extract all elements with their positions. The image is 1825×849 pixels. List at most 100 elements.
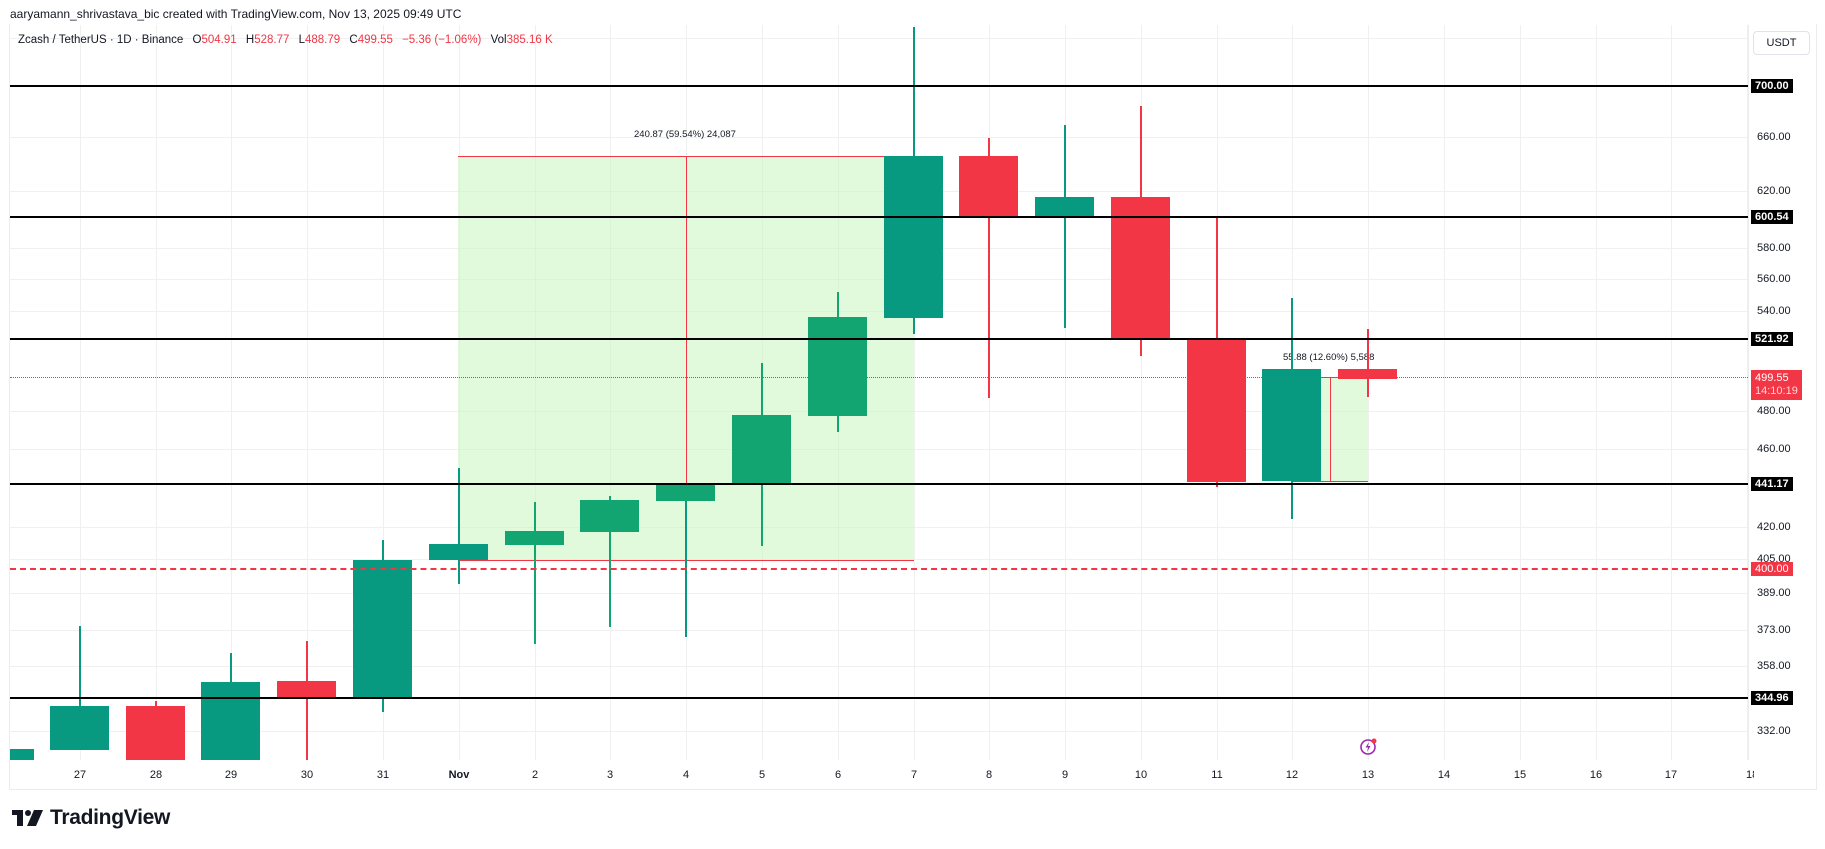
lightning-icon[interactable] [1359, 736, 1379, 756]
chart-plot-area[interactable]: 240.87 (59.54%) 24,087 55.88 (12.60%) 5,… [10, 25, 1748, 760]
grid-line [914, 25, 915, 760]
time-tick: 27 [73, 769, 87, 781]
symbol-title[interactable]: Zcash / TetherUS · 1D · Binance [18, 34, 184, 46]
candle-wick [306, 641, 308, 760]
candle-nov7 [884, 156, 943, 318]
last-price-line [10, 377, 1748, 378]
time-tick: 31 [376, 769, 390, 781]
grid-line [156, 25, 157, 760]
candle-oct26 [10, 749, 34, 760]
time-tick: 11 [1211, 769, 1223, 781]
time-tick: 2 [531, 769, 539, 781]
time-tick: 16 [1589, 769, 1603, 781]
price-tick: 389.00 [1757, 587, 1791, 599]
time-tick: 6 [834, 769, 842, 781]
tradingview-logo[interactable]: TradingView [12, 806, 170, 830]
candle-nov5 [732, 415, 791, 484]
grid-line [989, 25, 990, 760]
time-tick: 29 [224, 769, 238, 781]
countdown-timer: 14:10:19 [1755, 385, 1798, 397]
candle-nov13 [1338, 369, 1397, 379]
candle-nov9 [1035, 197, 1094, 217]
last-price-tag: 499.55 14:10:19 [1751, 370, 1802, 400]
symbol-legend[interactable]: Zcash / TetherUS · 1D · Binance O504.91 … [18, 34, 553, 46]
level-tag-441: 441.17 [1751, 477, 1793, 491]
tradingview-logo-icon [12, 810, 43, 826]
candle-nov1 [429, 544, 488, 560]
grid-line [10, 666, 1748, 667]
grid-line [10, 630, 1748, 631]
candle-oct31 [353, 560, 412, 697]
measure-label-2: 55.88 (12.60%) 5,588 [1283, 352, 1375, 363]
candle-nov4 [656, 485, 715, 501]
candle-wick [458, 468, 460, 584]
tradingview-logo-text: TradingView [50, 806, 171, 829]
level-tag-344: 344.96 [1751, 691, 1793, 705]
grid-line [80, 25, 81, 760]
grid-line [10, 38, 1748, 39]
price-axis[interactable]: 660.00 620.00 580.00 560.00 540.00 480.0… [1748, 25, 1817, 760]
price-tick: 660.00 [1757, 131, 1791, 143]
time-tick: 8 [985, 769, 993, 781]
low-label: L [298, 34, 305, 46]
grid-line [383, 25, 384, 760]
open-value: 504.91 [201, 34, 237, 46]
level-line-600[interactable] [10, 216, 1748, 218]
candle-wick [685, 485, 687, 637]
candle-wick [230, 653, 232, 683]
currency-button[interactable]: USDT [1753, 31, 1810, 55]
grid-line [10, 137, 1748, 138]
candle-oct30 [277, 681, 336, 697]
level-line-344[interactable] [10, 697, 1748, 699]
time-tick: 14 [1437, 769, 1451, 781]
level-line-521[interactable] [10, 338, 1748, 340]
volume-label: Vol [490, 34, 507, 46]
grid-line [1520, 25, 1521, 760]
price-tick: 358.00 [1757, 660, 1791, 672]
alert-tag-400: 400.00 [1751, 562, 1793, 576]
time-tick: 28 [149, 769, 163, 781]
candle-nov2 [505, 531, 564, 545]
candle-nov3 [580, 500, 639, 532]
time-tick: 10 [1134, 769, 1148, 781]
grid-line [1747, 25, 1748, 760]
candle-wick [988, 138, 990, 398]
change-value: −5.36 (−1.06%) [402, 34, 482, 46]
grid-line [1671, 25, 1672, 760]
time-tick: 5 [758, 769, 766, 781]
candle-wick [534, 502, 536, 644]
time-tick-month: Nov [448, 769, 470, 781]
alert-line-400[interactable] [10, 568, 1748, 570]
level-line-441[interactable] [10, 483, 1748, 485]
open-label: O [192, 34, 202, 46]
grid-line [307, 25, 308, 760]
price-tick: 420.00 [1757, 521, 1791, 533]
level-tag-521: 521.92 [1751, 332, 1793, 346]
close-value: 499.55 [357, 34, 393, 46]
high-value: 528.77 [254, 34, 290, 46]
candle-nov11 [1187, 340, 1246, 482]
price-tick: 580.00 [1757, 242, 1791, 254]
chart-frame [9, 24, 1817, 790]
time-tick: 15 [1513, 769, 1527, 781]
time-tick: 17 [1664, 769, 1678, 781]
candle-oct28 [126, 706, 185, 760]
price-tick: 332.00 [1757, 725, 1791, 737]
price-tick: 373.00 [1757, 624, 1791, 636]
price-tick: 460.00 [1757, 443, 1791, 455]
candle-nov8 [959, 156, 1018, 217]
time-axis[interactable]: 27 28 29 30 31 Nov 2 3 4 5 6 7 8 9 10 11… [10, 760, 1754, 790]
time-tick: 30 [300, 769, 314, 781]
candle-wick [609, 496, 611, 627]
level-line-700[interactable] [10, 85, 1748, 87]
measure-arrow [686, 156, 687, 561]
candle-nov12 [1262, 369, 1321, 481]
grid-line [1444, 25, 1445, 760]
low-value: 488.79 [305, 34, 341, 46]
level-tag-600: 600.54 [1751, 210, 1793, 224]
close-label: C [349, 34, 358, 46]
candle-oct29 [201, 682, 260, 760]
time-tick: 9 [1061, 769, 1069, 781]
candle-wick [1064, 125, 1066, 328]
chart-credit: aaryamann_shrivastava_bic created with T… [10, 7, 462, 21]
